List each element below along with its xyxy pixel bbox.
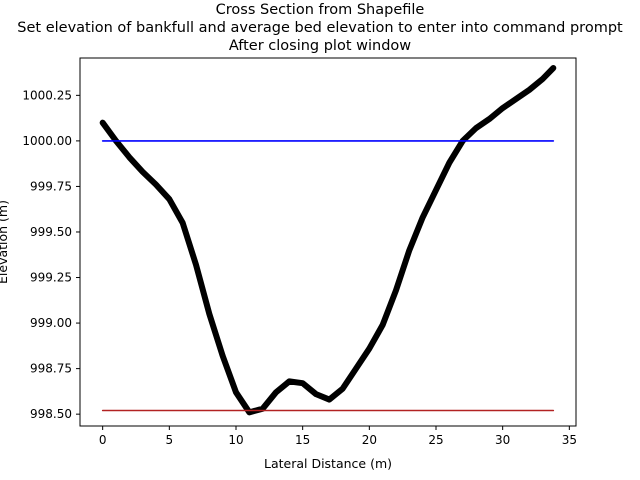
x-tick-label: 10 (228, 433, 243, 447)
title-line-2: Set elevation of bankfull and average be… (17, 20, 623, 36)
y-axis-label: Elevation (m) (0, 200, 10, 284)
x-tick-label: 30 (495, 433, 510, 447)
title-line-3: After closing plot window (229, 38, 411, 54)
x-tick-label: 0 (99, 433, 107, 447)
y-tick-label: 1000.25 (22, 88, 72, 102)
plot-frame (79, 57, 577, 427)
cross-section-profile-line (99, 65, 557, 416)
y-tick-label: 998.75 (30, 362, 72, 376)
x-axis-ticks: 0 5 10 15 20 25 30 35 (99, 426, 577, 447)
y-tick-label: 998.50 (30, 407, 72, 421)
x-tick-label: 5 (166, 433, 174, 447)
y-tick-label: 999.50 (30, 225, 72, 239)
y-tick-label: 999.75 (30, 179, 72, 193)
chart-title: Cross Section from Shapefile Set elevatio… (17, 2, 623, 54)
x-tick-label: 35 (562, 433, 577, 447)
title-line-1: Cross Section from Shapefile (216, 2, 425, 18)
x-tick-label: 15 (295, 433, 310, 447)
x-tick-label: 20 (362, 433, 377, 447)
y-tick-label: 1000.00 (22, 134, 72, 148)
x-tick-label: 25 (428, 433, 443, 447)
series-group (99, 65, 557, 416)
y-tick-label: 999.00 (30, 316, 72, 330)
x-axis-label: Lateral Distance (m) (264, 456, 392, 471)
y-tick-label: 999.25 (30, 271, 72, 285)
y-axis-ticks: 998.50 998.75 999.00 999.25 999.50 999.75 1000… (22, 88, 80, 421)
